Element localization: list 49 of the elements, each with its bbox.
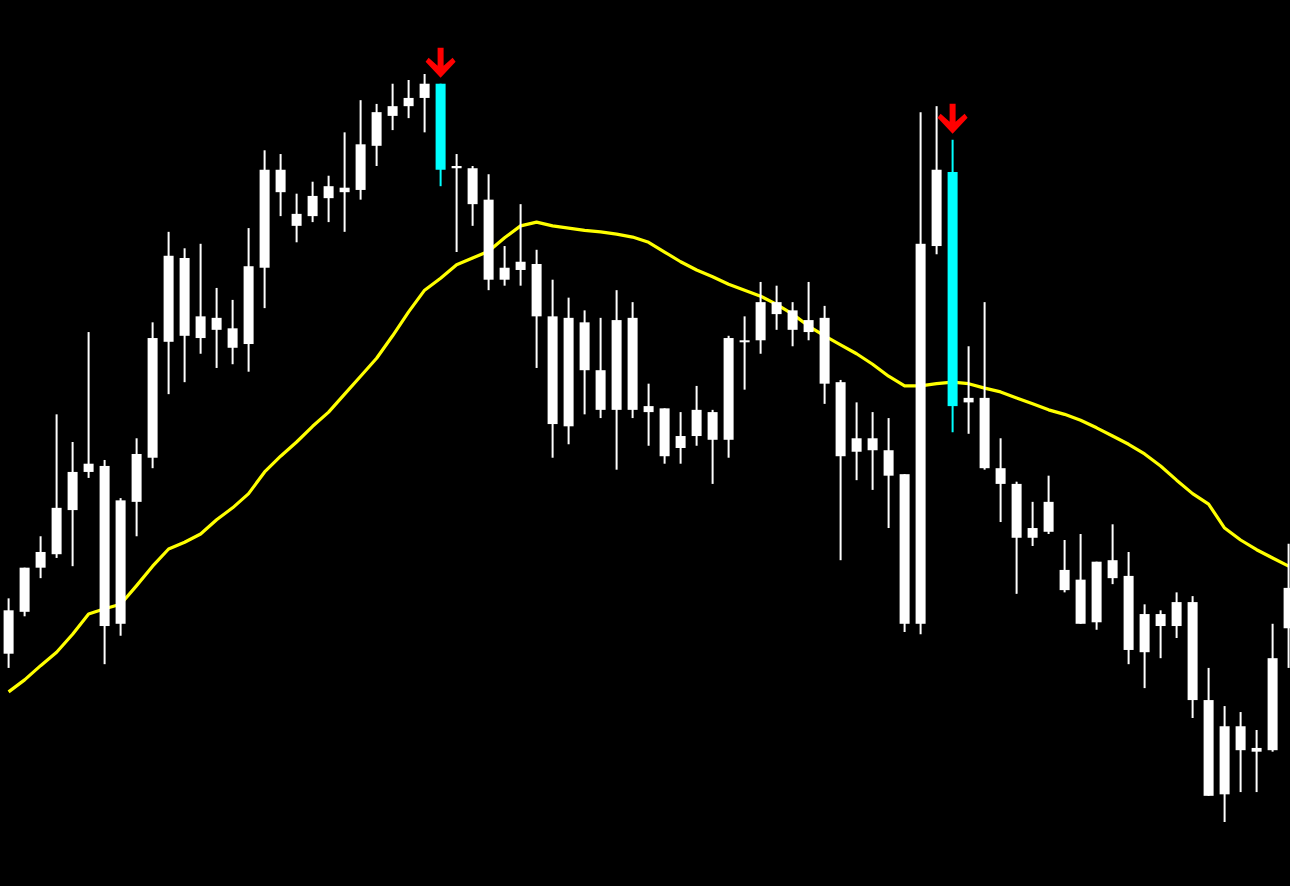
- candlestick: [451, 153, 462, 254]
- candlestick: [131, 437, 142, 538]
- candlestick: [707, 408, 718, 485]
- candlestick: [883, 417, 894, 530]
- candlestick: [211, 286, 222, 369]
- candlestick: [787, 301, 798, 348]
- candlestick: [1235, 711, 1246, 794]
- candlestick: [851, 401, 862, 482]
- candlestick: [1043, 474, 1054, 536]
- candlestick: [19, 566, 30, 618]
- candlestick: [291, 192, 302, 244]
- candlestick: [419, 73, 430, 134]
- candlestick: [1075, 533, 1086, 625]
- candlestick: [691, 384, 702, 447]
- candlestick: [1107, 523, 1118, 586]
- candlestick: [307, 180, 318, 224]
- candlestick: [387, 82, 398, 132]
- candlestick: [803, 280, 814, 342]
- candlestick: [371, 102, 382, 167]
- candlestick: [195, 242, 206, 355]
- candlestick: [51, 413, 62, 559]
- candlestick: [579, 309, 590, 416]
- candlestick: [467, 165, 478, 227]
- candlestick: [1027, 500, 1038, 547]
- candlestick: [355, 99, 366, 201]
- candlestick: [595, 316, 606, 420]
- candlestick: [995, 437, 1006, 524]
- candlestick: [403, 78, 414, 120]
- candlestick: [275, 153, 286, 218]
- candlestick: [771, 284, 782, 331]
- candlestick: [755, 280, 766, 355]
- candlestick: [739, 315, 750, 391]
- candlestick: [67, 441, 78, 568]
- candlestick: [1171, 591, 1182, 639]
- candlestick: [1251, 729, 1262, 794]
- candlestick: [35, 535, 46, 580]
- candlestick: [323, 174, 334, 224]
- candlestick: [867, 411, 878, 491]
- candlestick: [227, 298, 238, 366]
- candlestick: [643, 382, 654, 447]
- candlestick: [659, 407, 670, 465]
- candlestick: [499, 245, 510, 287]
- candlestick: [1155, 609, 1166, 660]
- candlestick: [675, 411, 686, 465]
- candlestick: [3, 597, 14, 669]
- candlestick: [515, 203, 526, 287]
- candlestick: [83, 331, 94, 479]
- candlestick: [1059, 539, 1070, 594]
- candlestick: [1139, 603, 1150, 690]
